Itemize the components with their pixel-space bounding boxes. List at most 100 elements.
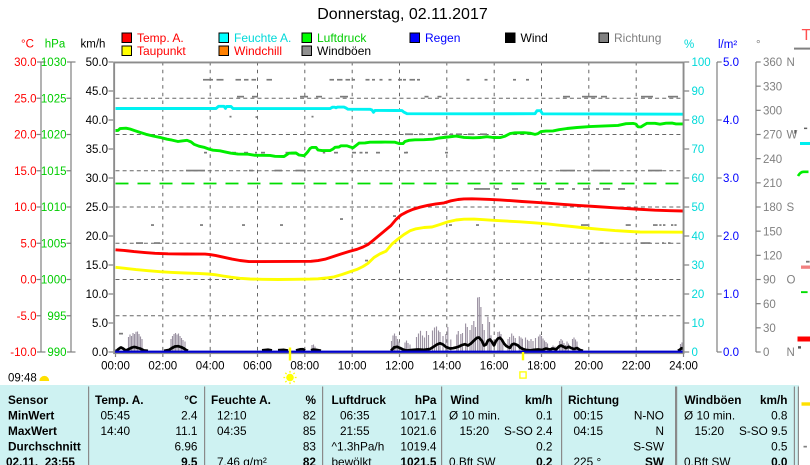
svg-text:0: 0 [763, 347, 769, 359]
svg-text:82: 82 [303, 409, 316, 423]
svg-text:995: 995 [47, 311, 66, 323]
svg-text:0.1: 0.1 [536, 409, 552, 423]
svg-text:%: % [306, 393, 317, 407]
svg-text:7.46 g/m²: 7.46 g/m² [217, 455, 267, 465]
svg-text:40: 40 [692, 231, 705, 243]
svg-text:Feuchte A.: Feuchte A. [234, 31, 291, 45]
svg-text:300: 300 [763, 105, 782, 117]
svg-text:0.5: 0.5 [771, 440, 788, 454]
svg-text:1000: 1000 [41, 275, 67, 287]
svg-text:09:48: 09:48 [8, 373, 37, 385]
svg-text:km/h: km/h [760, 393, 788, 407]
svg-text:210: 210 [763, 178, 782, 190]
svg-text:Sensor: Sensor [8, 393, 48, 407]
svg-text:10.0: 10.0 [14, 202, 36, 214]
svg-text:Wind: Wind [451, 393, 480, 407]
svg-text:180: 180 [763, 202, 782, 214]
svg-text:22:00: 22:00 [622, 361, 651, 373]
svg-text:Luftdruck: Luftdruck [332, 393, 387, 407]
svg-text:N: N [655, 424, 664, 438]
svg-text:Durchschnitt: Durchschnitt [8, 440, 81, 454]
svg-text:08:00: 08:00 [290, 361, 319, 373]
svg-text:80: 80 [692, 115, 705, 127]
svg-text:Windböen: Windböen [685, 393, 742, 407]
svg-text:16:00: 16:00 [480, 361, 509, 373]
svg-text:Regen: Regen [425, 31, 460, 45]
svg-text:SW: SW [645, 455, 665, 465]
svg-text:1025: 1025 [41, 93, 67, 105]
svg-text:3.0: 3.0 [723, 173, 739, 185]
svg-text:km/h: km/h [81, 39, 106, 51]
svg-text:Taupunkt: Taupunkt [137, 44, 186, 58]
svg-text:-10.0: -10.0 [10, 347, 36, 359]
svg-text:50: 50 [692, 202, 705, 214]
svg-text:20: 20 [692, 289, 705, 301]
svg-text:N-NO: N-NO [634, 409, 664, 423]
svg-text:S: S [787, 202, 795, 214]
svg-text:S-SW: S-SW [633, 440, 665, 454]
svg-text:l/m²: l/m² [718, 39, 737, 51]
svg-text:Windchill: Windchill [234, 44, 282, 58]
svg-text:hPa: hPa [415, 393, 437, 407]
svg-text:60: 60 [763, 299, 776, 311]
svg-text:°C: °C [21, 39, 34, 51]
svg-text:06:00: 06:00 [243, 361, 272, 373]
svg-text:30.0: 30.0 [14, 57, 36, 69]
svg-text:N: N [787, 57, 795, 69]
svg-text:1019.4: 1019.4 [400, 440, 437, 454]
svg-text:05:45: 05:45 [101, 409, 131, 423]
svg-text:10: 10 [692, 318, 705, 330]
svg-text:Richtung: Richtung [568, 393, 619, 407]
svg-text:1020: 1020 [41, 130, 67, 142]
svg-text:km/h: km/h [525, 393, 553, 407]
svg-text:15.0: 15.0 [14, 166, 36, 178]
svg-text:Temp. A.: Temp. A. [137, 31, 184, 45]
svg-text:0.0: 0.0 [92, 347, 108, 359]
svg-text:70: 70 [692, 144, 705, 156]
svg-text:MaxWert: MaxWert [8, 424, 57, 438]
svg-text:T: T [802, 27, 810, 44]
svg-text:12:10: 12:10 [217, 409, 247, 423]
svg-text:18:00: 18:00 [527, 361, 556, 373]
svg-text:30: 30 [763, 323, 776, 335]
svg-text:06:35: 06:35 [340, 409, 370, 423]
svg-text:Luftdruck: Luftdruck [317, 31, 367, 45]
svg-text:04:00: 04:00 [196, 361, 225, 373]
svg-text:20.0: 20.0 [14, 130, 36, 142]
svg-text:30: 30 [692, 260, 705, 272]
svg-text:1017.1: 1017.1 [400, 409, 436, 423]
svg-text:MinWert: MinWert [8, 409, 54, 423]
svg-text:0.0: 0.0 [723, 347, 739, 359]
svg-text:00:15: 00:15 [574, 409, 604, 423]
svg-text:6.96: 6.96 [175, 440, 198, 454]
svg-text:^1.3hPa/h: ^1.3hPa/h [332, 440, 385, 454]
svg-text:90: 90 [692, 86, 705, 98]
svg-text:2.4: 2.4 [181, 409, 198, 423]
svg-text:2.0: 2.0 [723, 231, 739, 243]
svg-text:Windböen: Windböen [317, 44, 371, 58]
svg-text:240: 240 [763, 154, 782, 166]
svg-text:°C: °C [184, 393, 198, 407]
svg-text:O: O [787, 275, 796, 287]
svg-text:82: 82 [303, 455, 317, 465]
svg-text:1015: 1015 [41, 166, 67, 178]
svg-text:Ø 10 min.: Ø 10 min. [449, 409, 500, 423]
svg-text:25.0: 25.0 [86, 202, 108, 214]
svg-text:0.0: 0.0 [21, 275, 37, 287]
svg-text:Donnerstag, 02.11.2017: Donnerstag, 02.11.2017 [317, 6, 488, 23]
svg-text:0.8: 0.8 [771, 409, 788, 423]
svg-text:270: 270 [763, 130, 782, 142]
svg-text:Temp. A.: Temp. A. [95, 393, 144, 407]
svg-text:1010: 1010 [41, 202, 67, 214]
svg-text:hPa: hPa [45, 39, 66, 51]
svg-text:Feuchte A.: Feuchte A. [211, 393, 271, 407]
svg-text:100: 100 [692, 57, 711, 69]
svg-text:1030: 1030 [41, 57, 67, 69]
svg-text:21:55: 21:55 [340, 424, 370, 438]
svg-text:9.5: 9.5 [181, 455, 198, 465]
svg-text:12:00: 12:00 [385, 361, 414, 373]
svg-text:85: 85 [303, 424, 317, 438]
svg-text:14:40: 14:40 [101, 424, 131, 438]
svg-text:1005: 1005 [41, 238, 67, 250]
svg-text:S-SO 2.4: S-SO 2.4 [504, 424, 553, 438]
